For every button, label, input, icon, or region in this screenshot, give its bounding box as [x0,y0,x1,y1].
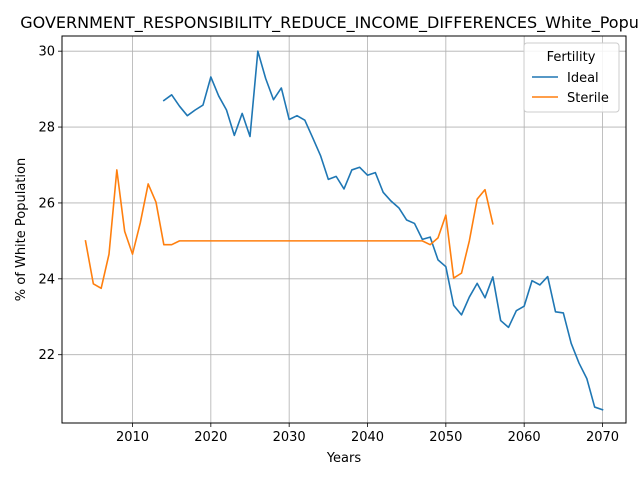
x-axis-ticks: 2010 2020 2030 2040 2050 2060 2070 [116,423,619,445]
x-tick-label: 2010 [116,430,149,445]
chart-title: GOVERNMENT_RESPONSIBILITY_REDUCE_INCOME_… [20,13,640,33]
y-tick-label: 30 [38,45,55,60]
series-group [84,50,604,411]
x-axis-label: Years [326,451,362,466]
legend-title: Fertility [547,50,596,65]
legend-box [523,42,620,113]
y-axis-label: % of White Population [14,158,29,301]
legend: Fertility Ideal Sterile [523,42,620,113]
y-axis-ticks: 22 24 26 28 30 [38,45,62,363]
x-tick-label: 2070 [586,430,619,445]
plot-frame [61,35,627,424]
x-tick-label: 2060 [508,430,541,445]
y-tick-label: 26 [38,196,55,211]
series-line-sterile [84,169,494,290]
legend-label-sterile: Sterile [567,91,609,106]
legend-label-ideal: Ideal [567,71,599,86]
y-tick-label: 28 [38,121,55,136]
x-tick-label: 2050 [429,430,462,445]
x-tick-label: 2030 [273,430,306,445]
y-tick-label: 22 [38,348,55,363]
x-tick-label: 2020 [194,430,227,445]
y-tick-label: 24 [38,272,55,287]
x-tick-label: 2040 [351,430,384,445]
series-line-ideal [162,50,604,411]
